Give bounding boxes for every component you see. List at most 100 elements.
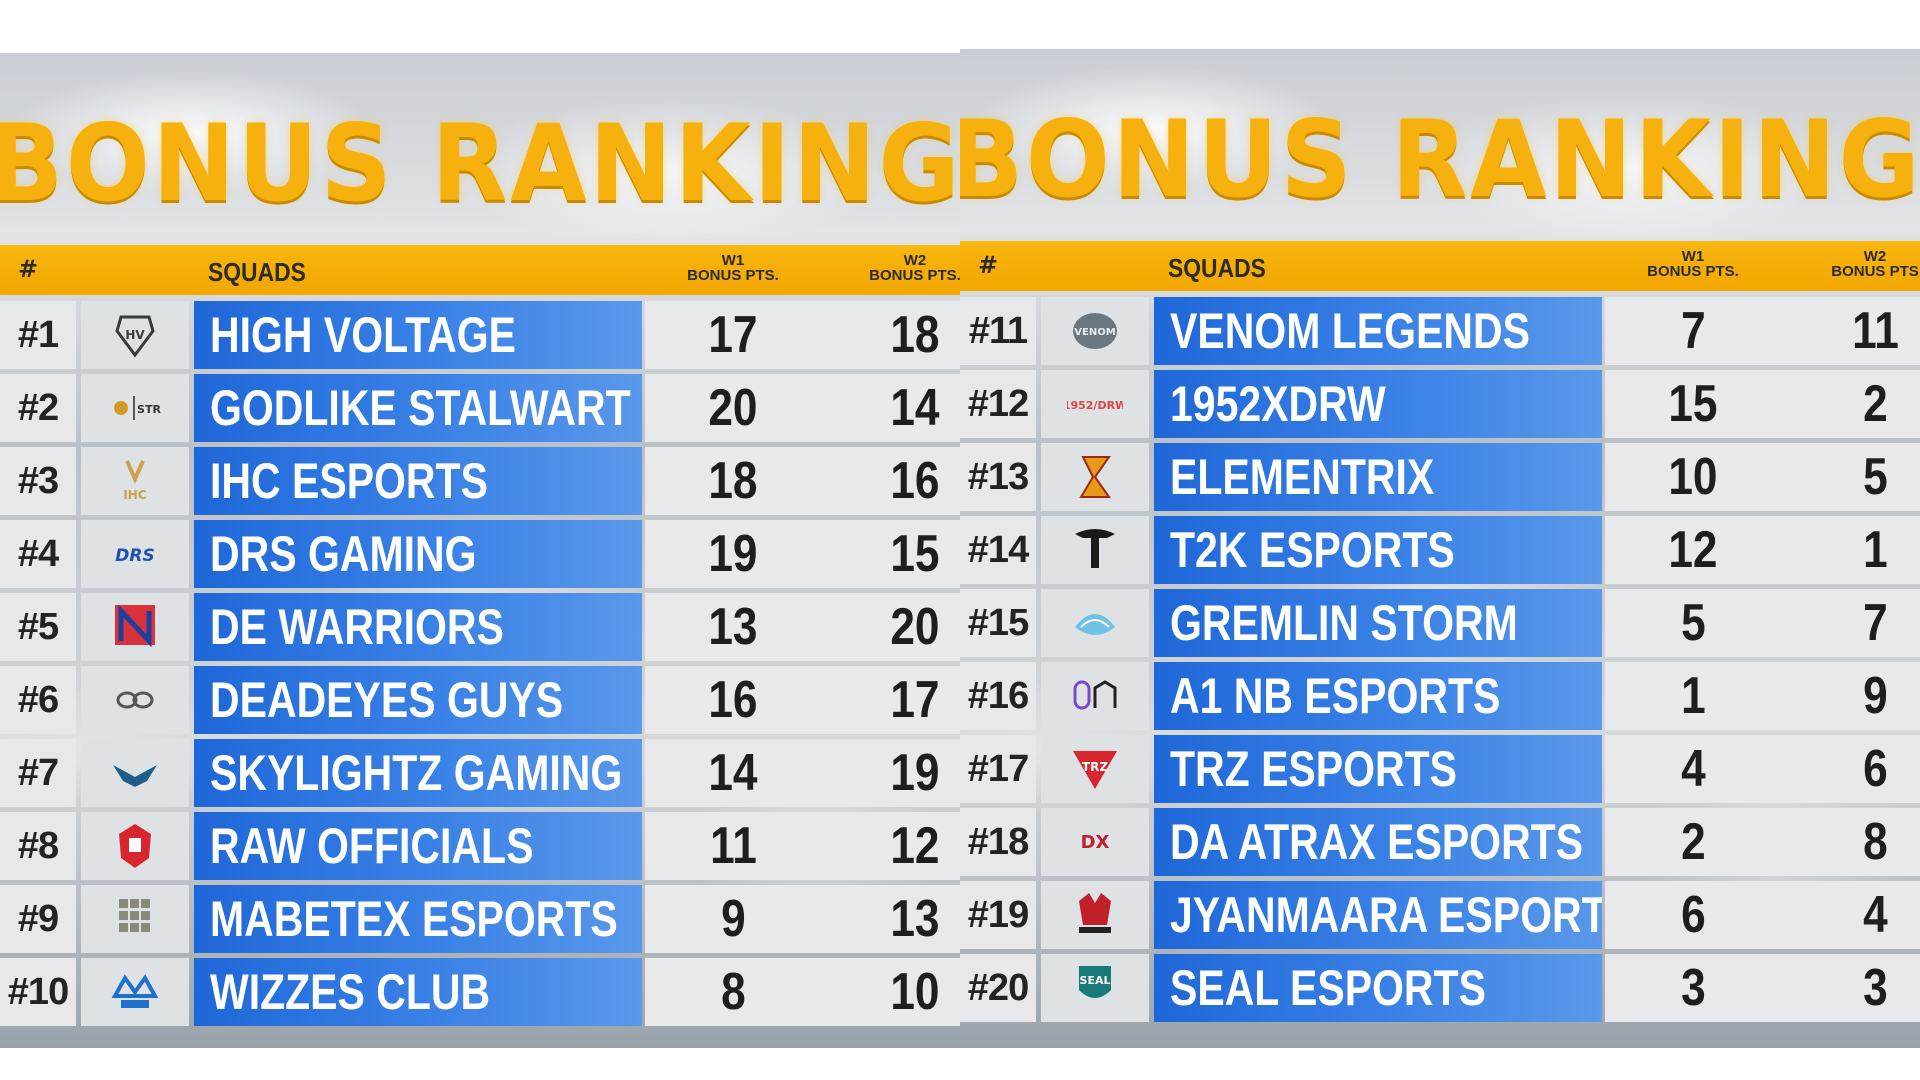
w2-bonus-points-value: 2 (1862, 375, 1888, 433)
rank-cell: #8 (0, 812, 76, 880)
w2-bonus-points-value: 3 (1862, 959, 1888, 1017)
w1-bonus-points-value: 16 (708, 671, 758, 729)
squad-name: DA ATRAX ESPORTS (1170, 814, 1584, 870)
points-cell: 15 2 (1605, 370, 1920, 438)
w2-bonus-points-value: 16 (890, 452, 940, 510)
team-logo-cell (1041, 589, 1149, 657)
squad-name-cell: MABETEX ESPORTS (194, 885, 642, 953)
panel-title: BONUS RANKING (0, 102, 960, 225)
w2-bonus-points-value: 10 (890, 963, 940, 1021)
w1-bonus-points-value: 8 (720, 963, 746, 1021)
table-row: #3 IHC IHC ESPORTS 18 16 (0, 447, 960, 515)
team-logo-cell (81, 885, 189, 953)
squad-name-cell: DRS GAMING (194, 520, 642, 588)
a1-nb-esports-logo-icon (1067, 670, 1123, 722)
w1-bonus-points-value: 3 (1680, 959, 1706, 1017)
squad-name-cell: TRZ ESPORTS (1154, 735, 1602, 803)
squad-name: DRS GAMING (210, 526, 477, 582)
squad-name-cell: T2K ESPORTS (1154, 516, 1602, 584)
da-atrax-esports-logo-icon: DX (1067, 816, 1123, 868)
w1-bonus-points: 8 (663, 958, 803, 1026)
squads-column-header: SQUADS (208, 257, 306, 287)
w2-bonus-points-value: 17 (890, 671, 940, 729)
squad-name: IHC ESPORTS (210, 453, 488, 509)
w1-bonus-points: 17 (663, 301, 803, 369)
squad-name-cell: DE WARRIORS (194, 593, 642, 661)
w1-bonus-points-value: 17 (708, 306, 758, 364)
svg-text:DX: DX (1081, 832, 1110, 853)
w2-bonus-points-value: 7 (1862, 594, 1888, 652)
team-logo-cell: STR (81, 374, 189, 442)
team-logo-cell: DRS (81, 520, 189, 588)
w2-bonus-points-value: 4 (1862, 886, 1888, 944)
w2-bonus-points: 9 (1805, 662, 1920, 730)
points-cell: 9 13 (645, 885, 960, 953)
w1-bonus-points-value: 14 (708, 744, 758, 802)
svg-text:1952/DRW: 1952/DRW (1067, 399, 1123, 412)
w1-header-line2: BONUS PTS. (1647, 263, 1739, 280)
squad-name: 1952XDRW (1170, 376, 1386, 432)
squad-name-cell: GODLIKE STALWART (194, 374, 642, 442)
wizzes-club-logo-icon (107, 966, 163, 1018)
team-logo-cell (81, 812, 189, 880)
venom-legends-logo-icon: VENOM (1067, 305, 1123, 357)
w2-bonus-points: 17 (845, 666, 960, 734)
squad-name: TRZ ESPORTS (1170, 741, 1458, 797)
w2-bonus-points: 14 (845, 374, 960, 442)
table-row: #16 A1 NB ESPORTS 1 9 (960, 662, 1920, 730)
points-cell: 11 12 (645, 812, 960, 880)
w2-bonus-points-value: 18 (890, 306, 940, 364)
squad-name-cell: SEAL ESPORTS (1154, 954, 1602, 1022)
w2-bonus-points: 11 (1805, 297, 1920, 365)
w2-bonus-points: 19 (845, 739, 960, 807)
ihc-esports-logo-icon: IHC (107, 455, 163, 507)
w1-bonus-points-value: 10 (1668, 448, 1718, 506)
team-logo-cell: DX (1041, 808, 1149, 876)
w1-bonus-points-value: 2 (1680, 813, 1706, 871)
w1-bonus-points: 3 (1623, 954, 1763, 1022)
w2-bonus-points-value: 15 (890, 525, 940, 583)
raw-officials-logo-icon (107, 820, 163, 872)
table-row: #12 1952/DRW 1952XDRW 15 2 (960, 370, 1920, 438)
w2-bonus-points: 1 (1805, 516, 1920, 584)
w1-bonus-points-value: 20 (708, 379, 758, 437)
w2-header-line2: BONUS PTS (1831, 263, 1919, 280)
table-row: #11 VENOM VENOM LEGENDS 7 11 (960, 297, 1920, 365)
w2-bonus-points: 16 (845, 447, 960, 515)
table-row: #20 SEAL SEAL ESPORTS 3 3 (960, 954, 1920, 1022)
w2-column-header: W2 BONUS PTS (1805, 249, 1920, 279)
w2-bonus-points: 6 (1805, 735, 1920, 803)
points-cell: 17 18 (645, 301, 960, 369)
w2-bonus-points-value: 14 (890, 379, 940, 437)
w2-bonus-points: 7 (1805, 589, 1920, 657)
squad-name: ELEMENTRIX (1170, 449, 1435, 505)
w1-bonus-points-value: 15 (1668, 375, 1718, 433)
w2-bonus-points: 2 (1805, 370, 1920, 438)
team-logo-cell: TRZ (1041, 735, 1149, 803)
rank-cell: #14 (960, 516, 1036, 584)
ranking-rows: #1 HV HIGH VOLTAGE 17 18 #2 STR GODLIKE STALWAR… (0, 301, 960, 1031)
rank-cell: #7 (0, 739, 76, 807)
w1-bonus-points: 10 (1623, 443, 1763, 511)
1952xdrw-logo-icon: 1952/DRW (1067, 378, 1123, 430)
team-logo-cell (1041, 881, 1149, 949)
squad-name: MABETEX ESPORTS (210, 891, 618, 947)
squad-name: VENOM LEGENDS (1170, 303, 1530, 359)
squad-name-cell: A1 NB ESPORTS (1154, 662, 1602, 730)
table-row: #1 HV HIGH VOLTAGE 17 18 (0, 301, 960, 369)
svg-text:SEAL: SEAL (1080, 974, 1111, 987)
rank-cell: #4 (0, 520, 76, 588)
w1-bonus-points: 14 (663, 739, 803, 807)
w1-bonus-points-value: 4 (1680, 740, 1706, 798)
table-row: #17 TRZ TRZ ESPORTS 4 6 (960, 735, 1920, 803)
w1-bonus-points: 1 (1623, 662, 1763, 730)
w2-bonus-points: 15 (845, 520, 960, 588)
rank-cell: #3 (0, 447, 76, 515)
w2-bonus-points: 4 (1805, 881, 1920, 949)
squad-name: WIZZES CLUB (210, 964, 491, 1020)
squad-name-cell: RAW OFFICIALS (194, 812, 642, 880)
jyanmaara-esports-logo-icon (1067, 889, 1123, 941)
bonus-ranking-panel-left: BONUS RANKING # SQUADS W1 BONUS PTS. W2 … (0, 53, 960, 1048)
